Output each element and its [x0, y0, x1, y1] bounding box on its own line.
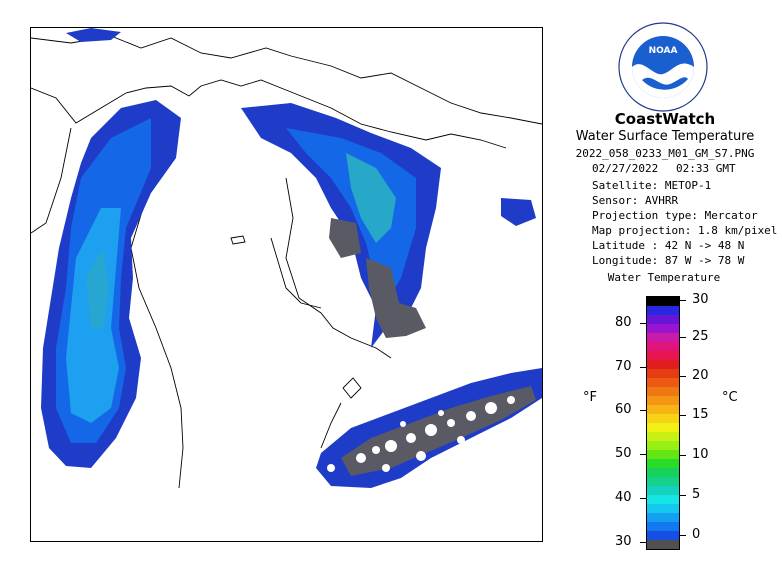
lake-huron-warm: [346, 153, 396, 243]
c-tick-mark: [680, 376, 686, 377]
unit-fahrenheit: °F: [583, 390, 597, 405]
color-scale-swatch: [647, 396, 679, 405]
color-scale-swatch: [647, 387, 679, 396]
f-tick-mark: [640, 498, 646, 499]
color-scale-swatch: [647, 306, 679, 315]
f-tick-label: 80: [615, 315, 632, 330]
c-tick-label: 10: [692, 447, 709, 462]
c-tick-label: 0: [692, 527, 701, 542]
c-tick-label: 15: [692, 407, 709, 422]
color-scale-swatch: [647, 369, 679, 378]
f-tick-mark: [640, 410, 646, 411]
c-tick-mark: [680, 495, 686, 496]
f-tick-label: 70: [615, 359, 632, 374]
image-date: 02/27/2022: [592, 162, 659, 175]
c-tick-mark: [680, 415, 686, 416]
color-scale-swatch: [647, 441, 679, 450]
satellite-text: Satellite: METOP-1: [592, 179, 712, 192]
color-scale-swatch: [647, 324, 679, 333]
image-filename: 2022_058_0233_M01_GM_S7.PNG: [575, 147, 755, 160]
f-tick-mark: [640, 323, 646, 324]
color-scale-swatch: [647, 495, 679, 504]
legend-title: Water Temperature: [607, 271, 721, 284]
c-tick-mark: [680, 455, 686, 456]
c-tick-mark: [680, 535, 686, 536]
color-scale-swatch: [647, 414, 679, 423]
svg-text:NOAA: NOAA: [649, 46, 678, 56]
f-tick-mark: [640, 367, 646, 368]
lake-superior-east: [66, 28, 121, 42]
upper-peninsula-coastline: [31, 79, 507, 149]
color-scale-swatch: [647, 297, 679, 306]
color-scale-swatch: [647, 486, 679, 495]
c-tick-label: 5: [692, 487, 701, 502]
f-tick-label: 60: [615, 402, 632, 417]
lake-michigan-teal: [86, 248, 109, 328]
product-subtitle: Water Surface Temperature: [575, 129, 755, 144]
sst-map: [30, 27, 543, 542]
color-scale-swatch: [647, 477, 679, 486]
detroit-river: [320, 402, 342, 449]
c-tick-mark: [680, 300, 686, 301]
color-scale-swatch: [647, 513, 679, 522]
huron-ice-east: [329, 218, 361, 258]
projection-type-text: Projection type: Mercator: [592, 209, 758, 222]
color-scale-swatch: [647, 405, 679, 414]
color-scale-swatch: [647, 351, 679, 360]
noaa-logo: NOAA: [618, 22, 708, 112]
c-tick-label: 25: [692, 329, 709, 344]
longitude-text: Longitude: 87 W -> 78 W: [592, 254, 745, 267]
lake-erie-clouds: [327, 396, 515, 472]
color-scale-swatch: [647, 540, 679, 549]
saginaw-bay-coastline: [285, 177, 392, 359]
unit-celsius: °C: [722, 390, 738, 405]
c-tick-label: 20: [692, 368, 709, 383]
color-scale-swatch: [647, 450, 679, 459]
color-scale-swatch: [647, 315, 679, 324]
color-scale-swatch: [647, 342, 679, 351]
f-tick-label: 30: [615, 534, 632, 549]
lake-huron-ice: [366, 258, 426, 338]
color-scale-swatch: [647, 360, 679, 369]
c-tick-label: 30: [692, 292, 709, 307]
latitude-text: Latitude : 42 N -> 48 N: [592, 239, 745, 252]
color-scale-swatch: [647, 522, 679, 531]
color-scale-swatch: [647, 333, 679, 342]
product-title: CoastWatch: [614, 110, 716, 128]
lake-huron-mid: [286, 128, 416, 303]
map-canvas: [31, 28, 542, 489]
map-projection-text: Map projection: 1.8 km/pixel: [592, 224, 778, 237]
georgian-bay: [501, 198, 536, 226]
color-scale-swatch: [647, 531, 679, 540]
ontario-shore: [270, 237, 322, 309]
lake-st-clair: [342, 377, 362, 399]
color-scale-swatch: [647, 378, 679, 387]
f-tick-label: 50: [615, 446, 632, 461]
color-scale: [646, 296, 680, 550]
image-time: 02:33 GMT: [676, 162, 736, 175]
canada-north-coastline: [31, 35, 542, 125]
color-scale-swatch: [647, 423, 679, 432]
color-scale-swatch: [647, 432, 679, 441]
f-tick-label: 40: [615, 490, 632, 505]
color-scale-swatch: [647, 504, 679, 513]
f-tick-mark: [640, 454, 646, 455]
c-tick-mark: [680, 337, 686, 338]
color-scale-swatch: [647, 468, 679, 477]
sensor-text: Sensor: AVHRR: [592, 194, 679, 207]
green-bay-shore: [31, 127, 72, 234]
f-tick-mark: [640, 542, 646, 543]
island-small: [230, 235, 246, 245]
color-scale-swatch: [647, 459, 679, 468]
